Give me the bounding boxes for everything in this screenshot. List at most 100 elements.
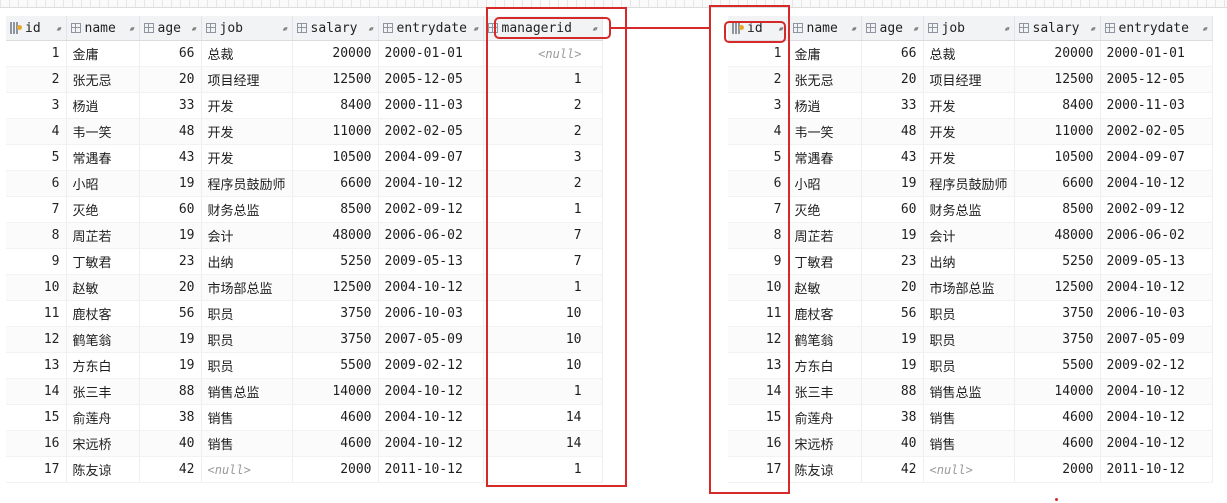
cell-age[interactable]: 20 [139, 274, 202, 301]
cell-age[interactable]: 43 [861, 144, 924, 171]
sort-toggle-icon[interactable]: ▴▾ [472, 23, 479, 33]
cell-id[interactable]: 8 [728, 222, 789, 249]
cell-salary[interactable]: 8400 [1014, 92, 1101, 119]
cell-age[interactable]: 66 [139, 40, 202, 67]
cell-job[interactable]: 销售总监 [923, 378, 1015, 405]
cell-job[interactable]: 职员 [201, 300, 293, 327]
table-row[interactable]: 7 灭绝 60 财务总监 8500 2002-09-12 [728, 196, 1213, 223]
cell-job[interactable]: 程序员鼓励师 [201, 170, 293, 197]
column-header-salary[interactable]: salary ▴▾ [1014, 16, 1101, 41]
table-row[interactable]: 9 丁敏君 23 出纳 5250 2009-05-13 7 [6, 248, 603, 275]
cell-age[interactable]: 40 [861, 430, 924, 457]
cell-age[interactable]: 19 [861, 222, 924, 249]
cell-managerid[interactable]: 10 [483, 352, 603, 379]
cell-job[interactable]: 职员 [201, 352, 293, 379]
cell-salary[interactable]: 6600 [292, 170, 379, 197]
table-row[interactable]: 1 金庸 66 总裁 20000 2000-01-01 <null> [6, 40, 603, 67]
cell-name[interactable]: 金庸 [66, 40, 140, 67]
cell-salary[interactable]: 12500 [1014, 66, 1101, 93]
cell-job[interactable]: 出纳 [201, 248, 293, 275]
cell-age[interactable]: 88 [139, 378, 202, 405]
cell-job[interactable]: 销售 [923, 404, 1015, 431]
cell-name[interactable]: 小昭 [66, 170, 140, 197]
cell-job[interactable]: 市场部总监 [923, 274, 1015, 301]
cell-age[interactable]: 19 [861, 352, 924, 379]
cell-age[interactable]: 33 [861, 92, 924, 119]
cell-name[interactable]: 张三丰 [66, 378, 140, 405]
cell-name[interactable]: 丁敏君 [66, 248, 140, 275]
cell-id[interactable]: 17 [6, 456, 67, 483]
table-row[interactable]: 6 小昭 19 程序员鼓励师 6600 2004-10-12 [728, 170, 1213, 197]
cell-age[interactable]: 60 [861, 196, 924, 223]
table-row[interactable]: 12 鹤笔翁 19 职员 3750 2007-05-09 10 [6, 326, 603, 353]
cell-name[interactable]: 鹤笔翁 [788, 326, 862, 353]
column-header-name[interactable]: name ▴▾ [66, 16, 140, 41]
cell-name[interactable]: 杨逍 [66, 92, 140, 119]
cell-name[interactable]: 周芷若 [66, 222, 140, 249]
cell-salary[interactable]: 3750 [292, 300, 379, 327]
cell-entrydate[interactable]: 2006-06-02 [378, 222, 484, 249]
sort-toggle-icon[interactable]: ▴▾ [850, 23, 857, 33]
table-row[interactable]: 16 宋远桥 40 销售 4600 2004-10-12 [728, 430, 1213, 457]
cell-job[interactable]: 项目经理 [201, 66, 293, 93]
cell-entrydate[interactable]: 2006-06-02 [1100, 222, 1213, 249]
cell-id[interactable]: 5 [6, 144, 67, 171]
column-header-entrydate[interactable]: entrydate ▴▾ [378, 16, 484, 41]
cell-name[interactable]: 周芷若 [788, 222, 862, 249]
table-row[interactable]: 8 周芷若 19 会计 48000 2006-06-02 [728, 222, 1213, 249]
cell-name[interactable]: 鹿杖客 [788, 300, 862, 327]
cell-entrydate[interactable]: 2004-10-12 [1100, 430, 1213, 457]
cell-managerid[interactable]: 1 [483, 378, 603, 405]
cell-name[interactable]: 陈友谅 [66, 456, 140, 483]
cell-age[interactable]: 48 [139, 118, 202, 145]
cell-name[interactable]: 张无忌 [788, 66, 862, 93]
cell-managerid[interactable]: 3 [483, 144, 603, 171]
cell-entrydate[interactable]: 2004-10-12 [1100, 274, 1213, 301]
cell-id[interactable]: 16 [728, 430, 789, 457]
table-row[interactable]: 8 周芷若 19 会计 48000 2006-06-02 7 [6, 222, 603, 249]
table-row[interactable]: 3 杨逍 33 开发 8400 2000-11-03 2 [6, 92, 603, 119]
cell-age[interactable]: 33 [139, 92, 202, 119]
cell-entrydate[interactable]: 2000-11-03 [1100, 92, 1213, 119]
cell-age[interactable]: 19 [139, 170, 202, 197]
cell-id[interactable]: 14 [6, 378, 67, 405]
cell-age[interactable]: 19 [139, 352, 202, 379]
cell-entrydate[interactable]: 2000-11-03 [378, 92, 484, 119]
sort-toggle-icon[interactable]: ▴▾ [591, 23, 598, 33]
cell-managerid[interactable]: 2 [483, 170, 603, 197]
column-header-id[interactable]: id ▴▾ [728, 16, 789, 41]
table-row[interactable]: 10 赵敏 20 市场部总监 12500 2004-10-12 [728, 274, 1213, 301]
cell-salary[interactable]: 11000 [292, 118, 379, 145]
cell-job[interactable]: 项目经理 [923, 66, 1015, 93]
cell-entrydate[interactable]: 2004-10-12 [1100, 170, 1213, 197]
cell-salary[interactable]: 12500 [292, 274, 379, 301]
cell-entrydate[interactable]: 2007-05-09 [1100, 326, 1213, 353]
cell-salary[interactable]: 4600 [1014, 430, 1101, 457]
table-row[interactable]: 17 陈友谅 42 <null> 2000 2011-10-12 [728, 456, 1213, 483]
cell-job[interactable]: 销售 [923, 430, 1015, 457]
cell-salary[interactable]: 5500 [1014, 352, 1101, 379]
column-header-entrydate[interactable]: entrydate ▴▾ [1100, 16, 1213, 41]
cell-age[interactable]: 23 [861, 248, 924, 275]
cell-salary[interactable]: 10500 [1014, 144, 1101, 171]
cell-salary[interactable]: 2000 [292, 456, 379, 483]
cell-age[interactable]: 20 [139, 66, 202, 93]
cell-job[interactable]: 销售 [201, 404, 293, 431]
column-header-salary[interactable]: salary ▴▾ [292, 16, 379, 41]
sort-toggle-icon[interactable]: ▴▾ [777, 23, 784, 33]
cell-id[interactable]: 1 [6, 40, 67, 67]
cell-id[interactable]: 3 [6, 92, 67, 119]
cell-name[interactable]: 常遇春 [66, 144, 140, 171]
cell-entrydate[interactable]: 2002-09-12 [1100, 196, 1213, 223]
cell-entrydate[interactable]: 2004-09-07 [1100, 144, 1213, 171]
cell-name[interactable]: 韦一笑 [66, 118, 140, 145]
cell-age[interactable]: 20 [861, 66, 924, 93]
cell-id[interactable]: 13 [6, 352, 67, 379]
cell-job[interactable]: <null> [923, 456, 1015, 483]
cell-job[interactable]: 开发 [201, 92, 293, 119]
cell-name[interactable]: 俞莲舟 [788, 404, 862, 431]
sort-toggle-icon[interactable]: ▴▾ [281, 23, 288, 33]
cell-name[interactable]: 鹤笔翁 [66, 326, 140, 353]
cell-id[interactable]: 16 [6, 430, 67, 457]
table-row[interactable]: 11 鹿杖客 56 职员 3750 2006-10-03 [728, 300, 1213, 327]
